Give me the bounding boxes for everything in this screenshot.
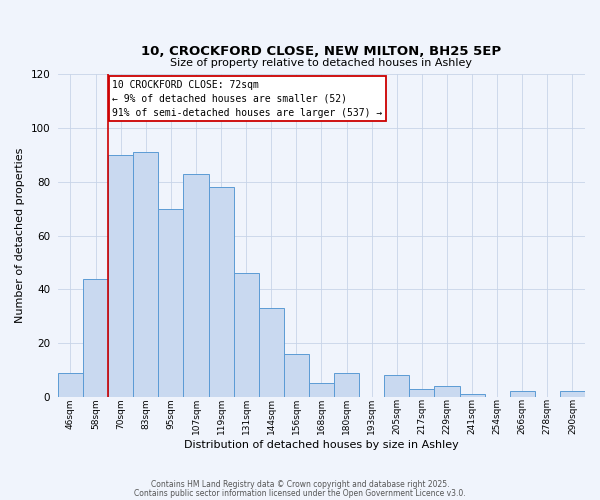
Bar <box>58 372 83 396</box>
Bar <box>384 375 409 396</box>
Text: Size of property relative to detached houses in Ashley: Size of property relative to detached ho… <box>170 58 472 68</box>
Y-axis label: Number of detached properties: Number of detached properties <box>15 148 25 324</box>
Bar <box>434 386 460 396</box>
Bar <box>560 392 585 396</box>
Bar <box>334 372 359 396</box>
Bar <box>259 308 284 396</box>
Title: 10, CROCKFORD CLOSE, NEW MILTON, BH25 5EP: 10, CROCKFORD CLOSE, NEW MILTON, BH25 5E… <box>142 45 502 58</box>
Bar <box>133 152 158 396</box>
Bar <box>284 354 309 397</box>
Bar <box>158 208 184 396</box>
Bar <box>184 174 209 396</box>
Text: Contains HM Land Registry data © Crown copyright and database right 2025.: Contains HM Land Registry data © Crown c… <box>151 480 449 489</box>
Text: Contains public sector information licensed under the Open Government Licence v3: Contains public sector information licen… <box>134 488 466 498</box>
Bar <box>83 278 108 396</box>
Text: 10 CROCKFORD CLOSE: 72sqm
← 9% of detached houses are smaller (52)
91% of semi-d: 10 CROCKFORD CLOSE: 72sqm ← 9% of detach… <box>112 80 382 118</box>
Bar <box>233 273 259 396</box>
Bar <box>108 155 133 396</box>
Bar <box>309 384 334 396</box>
X-axis label: Distribution of detached houses by size in Ashley: Distribution of detached houses by size … <box>184 440 459 450</box>
Bar <box>460 394 485 396</box>
Bar <box>209 187 233 396</box>
Bar <box>510 392 535 396</box>
Bar <box>409 388 434 396</box>
